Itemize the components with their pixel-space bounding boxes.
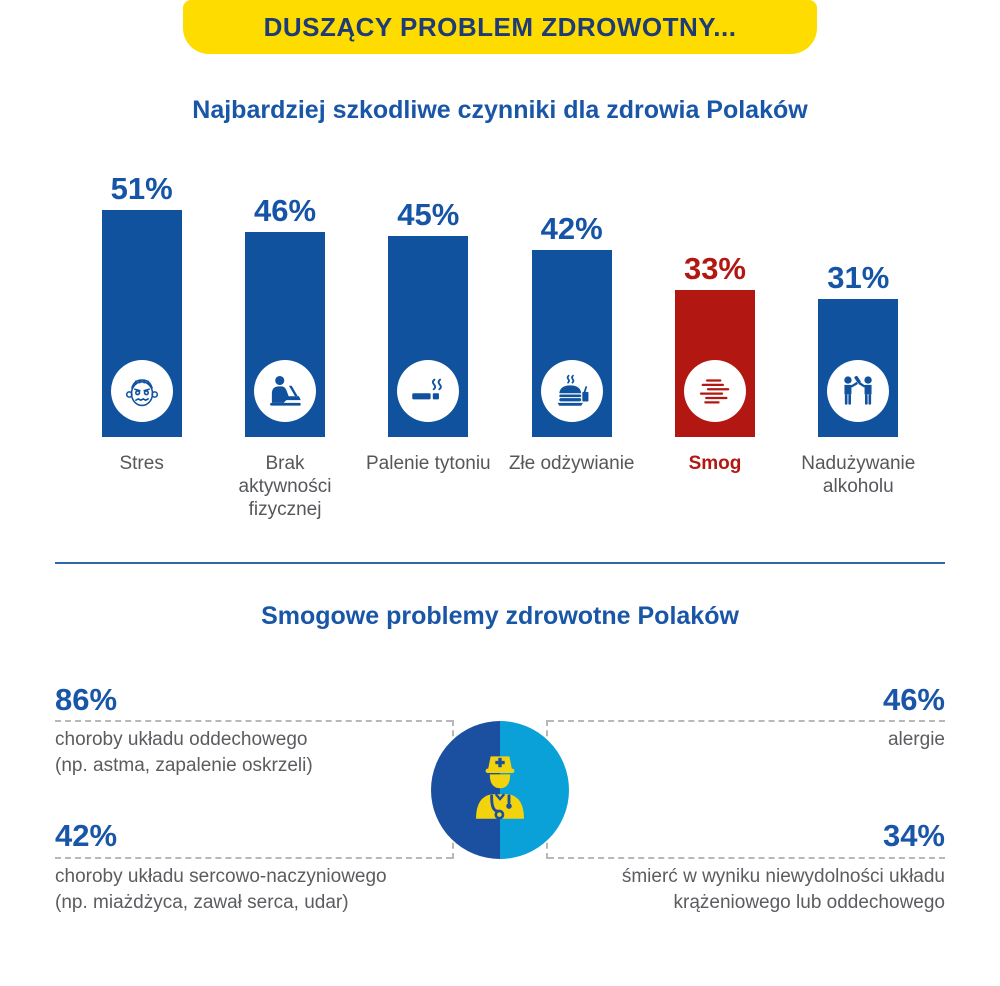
dashed-connector (55, 720, 452, 722)
bar-value-label: 31% (827, 260, 890, 295)
stat-label-line: (np. miażdżyca, zawał serca, udar) (55, 892, 349, 913)
bar-chart-category-labels: Stres Brak aktywności fizycznej Palenie ty… (70, 452, 930, 521)
bar-category-label: Stres (119, 453, 164, 474)
bar-column: 33% (643, 253, 786, 437)
bar-category-label: Złe odżywianie (508, 453, 635, 474)
stressed-face-icon (110, 360, 173, 422)
cigarette-icon (397, 360, 460, 422)
bar-chart: 51% 46% 45% 42% 33% 31% (70, 167, 930, 437)
dashed-connector (548, 720, 945, 722)
stats-section-title: Smogowe problemy zdrowotne Polaków (261, 602, 739, 630)
stat-value: 46% (882, 682, 945, 717)
bar-column: 31% (787, 262, 930, 437)
person-laptop-icon (253, 360, 316, 422)
bar (101, 210, 182, 437)
bar (531, 250, 612, 437)
stat-label-line: (np. astma, zapalenie oskrzeli) (55, 755, 313, 776)
banner-title: DUSZĄCY PROBLEM ZDROWOTNY... (263, 11, 737, 42)
stat-label: alergie (888, 727, 945, 753)
header-banner: DUSZĄCY PROBLEM ZDROWOTNY... (183, 0, 817, 54)
stat-label: choroby układu oddechowego (np. astma, z… (55, 727, 313, 779)
doctor-icon (476, 756, 524, 820)
bar (244, 232, 325, 437)
stat-label: śmierć w wyniku niewydolności układu krą… (622, 864, 945, 916)
stat-label-line: choroby układu sercowo-naczyniowego (55, 866, 387, 887)
bar-column: 42% (500, 213, 643, 437)
bar-value-label: 33% (683, 251, 746, 286)
bar-value-label: 45% (397, 197, 460, 232)
stat-label-line: choroby układu oddechowego (55, 729, 308, 750)
bar-column: 45% (357, 199, 500, 437)
bar-category-label: Nadużywanie alkoholu (801, 453, 916, 497)
bar (674, 290, 755, 437)
bar (388, 236, 469, 437)
bar-column: 46% (213, 195, 356, 437)
stat-value: 34% (882, 818, 945, 853)
drinking-people-icon (827, 360, 890, 422)
bar-value-label: 51% (110, 171, 173, 206)
stat-label-line: śmierć w wyniku niewydolności układu (621, 866, 945, 887)
smog-icon (683, 360, 746, 422)
stat-label: choroby układu sercowo-naczyniowego (np.… (55, 864, 387, 916)
bar-category-label: Brak aktywności fizycznej (238, 453, 332, 520)
bar-value-label: 46% (253, 193, 317, 228)
bar-value-label: 42% (540, 211, 603, 246)
section-divider (55, 562, 945, 564)
dashed-connector (55, 857, 452, 859)
stat-value: 42% (55, 818, 118, 853)
bar (818, 299, 899, 437)
dashed-connector (548, 857, 945, 859)
bar-column: 51% (70, 173, 213, 437)
doctor-badge (431, 721, 569, 859)
stat-label-line: krążeniowego lub oddechowego (673, 892, 945, 913)
stat-label-line: alergie (887, 729, 945, 750)
fast-food-icon (540, 360, 603, 422)
bar-chart-title: Najbardziej szkodliwe czynniki dla zdrow… (192, 96, 808, 124)
bar-category-label: Palenie tytoniu (365, 453, 491, 474)
bar-category-label: Smog (688, 453, 742, 474)
stat-value: 86% (55, 682, 118, 717)
